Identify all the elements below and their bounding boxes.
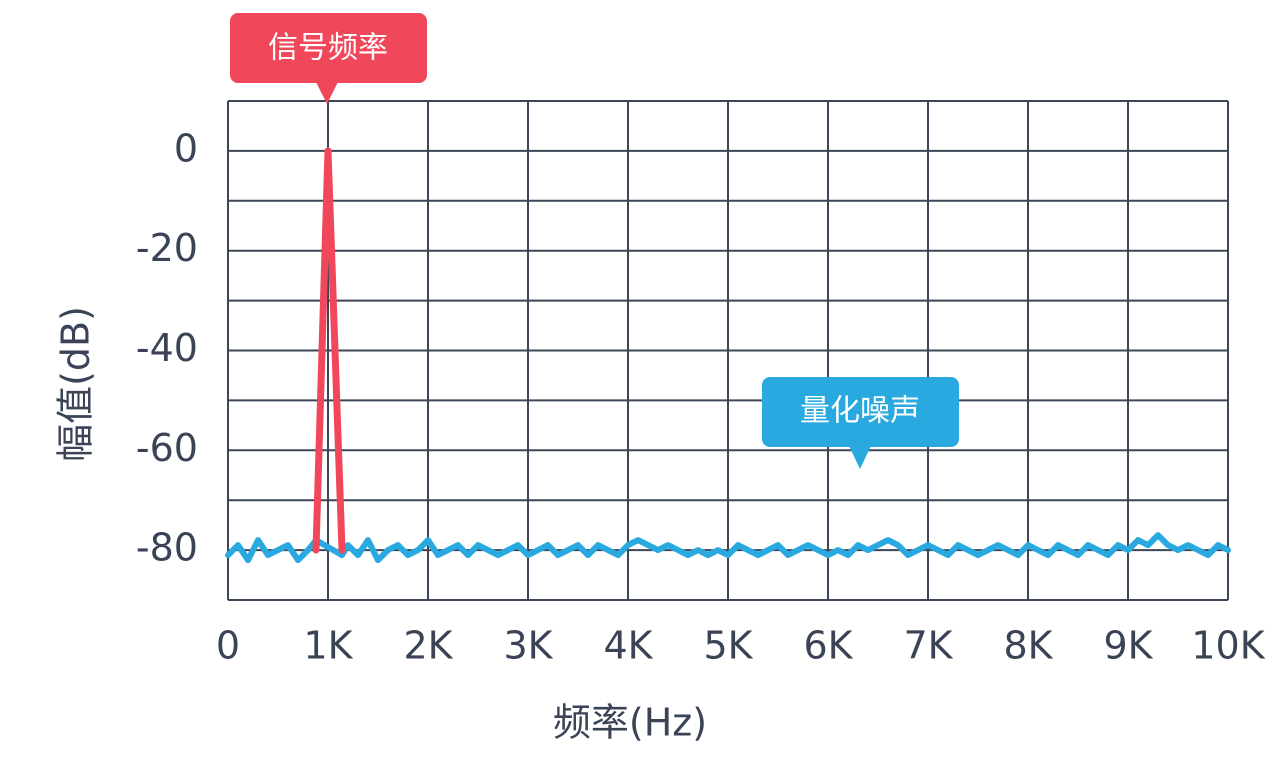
- signal-frequency-line: [312, 147, 346, 554]
- x-tick-label: 3K: [503, 624, 553, 668]
- signal-callout-box: [230, 13, 427, 83]
- signal-frequency-callout: 信号频率: [230, 13, 427, 104]
- y-tick-label: 0: [174, 126, 198, 170]
- x-tick-label: 8K: [1003, 624, 1053, 668]
- noise-callout-label: 量化噪声: [800, 394, 920, 429]
- quantization-noise-callout: 量化噪声: [762, 377, 959, 469]
- signal-callout-pointer: [316, 82, 338, 104]
- y-tick-label: -40: [136, 326, 198, 370]
- y-axis-ticks: 0 -20 -40 -60 -80: [136, 126, 198, 569]
- x-tick-label: 7K: [903, 624, 953, 668]
- y-tick-label: -20: [136, 226, 198, 270]
- x-tick-label: 6K: [803, 624, 853, 668]
- x-tick-label: 1K: [303, 624, 353, 668]
- x-tick-label: 9K: [1103, 624, 1153, 668]
- series-layer: [225, 147, 1231, 564]
- x-tick-label: 4K: [603, 624, 653, 668]
- y-tick-label: -60: [136, 426, 198, 470]
- noise-callout-pointer: [849, 446, 871, 469]
- x-tick-label: 10K: [1191, 624, 1265, 668]
- x-axis-ticks: 0 1K 2K 3K 4K 5K 6K 7K 8K 9K 10K: [216, 624, 1266, 668]
- x-tick-label: 2K: [403, 624, 453, 668]
- x-tick-label: 0: [216, 624, 240, 668]
- signal-callout-label: 信号频率: [268, 31, 388, 66]
- grid: [227, 100, 1229, 601]
- y-axis-title: 幅值(dB): [54, 306, 98, 462]
- x-tick-label: 5K: [703, 624, 753, 668]
- x-axis-title: 频率(Hz): [553, 701, 707, 745]
- quantization-noise-line: [225, 532, 1231, 564]
- y-tick-label: -80: [136, 526, 198, 570]
- noise-callout-box: [762, 377, 959, 447]
